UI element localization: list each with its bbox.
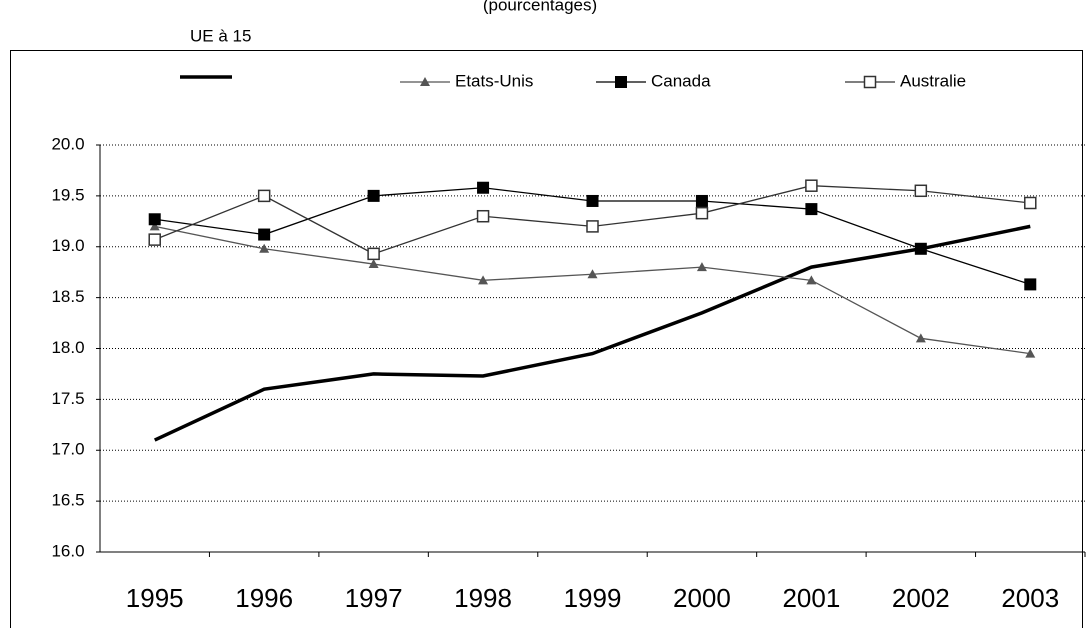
y-tick-label: 20.0 [51,134,84,153]
legend-marker [420,77,430,86]
data-point [367,189,380,202]
data-point [478,275,489,285]
data-point [1024,278,1037,291]
x-tick-label: 2002 [892,583,950,613]
y-tick-label: 17.0 [51,440,84,459]
data-point [696,262,707,272]
data-point [149,221,160,231]
data-point [805,203,818,216]
x-tick-label: 1996 [235,583,293,613]
legend-label: UE à 15 [190,26,251,45]
data-point [695,206,709,220]
y-tick-label: 19.5 [51,185,84,204]
series-line [153,224,1031,442]
y-tick-label: 17.5 [51,389,84,408]
data-point [915,333,926,343]
data-point [1025,348,1036,358]
x-tick-label: 2003 [1001,583,1059,613]
data-point [477,181,490,194]
data-point [258,228,271,241]
data-point [914,184,928,198]
data-point [259,243,270,253]
data-point [914,242,927,255]
data-point [148,213,161,226]
legend-marker [615,76,627,88]
legend-label: Canada [651,71,711,90]
x-tick-label: 1997 [345,583,403,613]
x-tick-label: 1999 [564,583,622,613]
x-tick-label: 1998 [454,583,512,613]
y-tick-label: 19.0 [51,236,84,255]
data-point [367,247,380,261]
data-point [805,179,818,192]
series-line [154,225,1031,355]
x-tick-label: 2000 [673,583,731,613]
chart-frame [10,50,1083,628]
x-tick-label: 1995 [126,583,184,613]
x-tick-label: 2001 [782,583,840,613]
data-point [587,269,598,279]
data-point [806,275,817,285]
data-point [368,259,379,269]
y-tick-label: 18.5 [51,287,84,306]
y-tick-label: 16.5 [51,491,84,510]
data-point [1024,196,1037,210]
y-tick-label: 16.0 [51,541,84,560]
data-point [476,209,490,223]
data-point [586,220,599,233]
data-point [257,189,271,203]
legend-label: Etats-Unis [455,71,533,90]
data-point [695,194,708,207]
data-point [148,233,161,246]
chart-subtitle: (pourcentages) [483,0,597,14]
data-point [586,194,599,207]
legend-label: Australie [900,71,966,90]
y-tick-label: 18.0 [51,338,84,357]
legend-marker [863,75,877,89]
